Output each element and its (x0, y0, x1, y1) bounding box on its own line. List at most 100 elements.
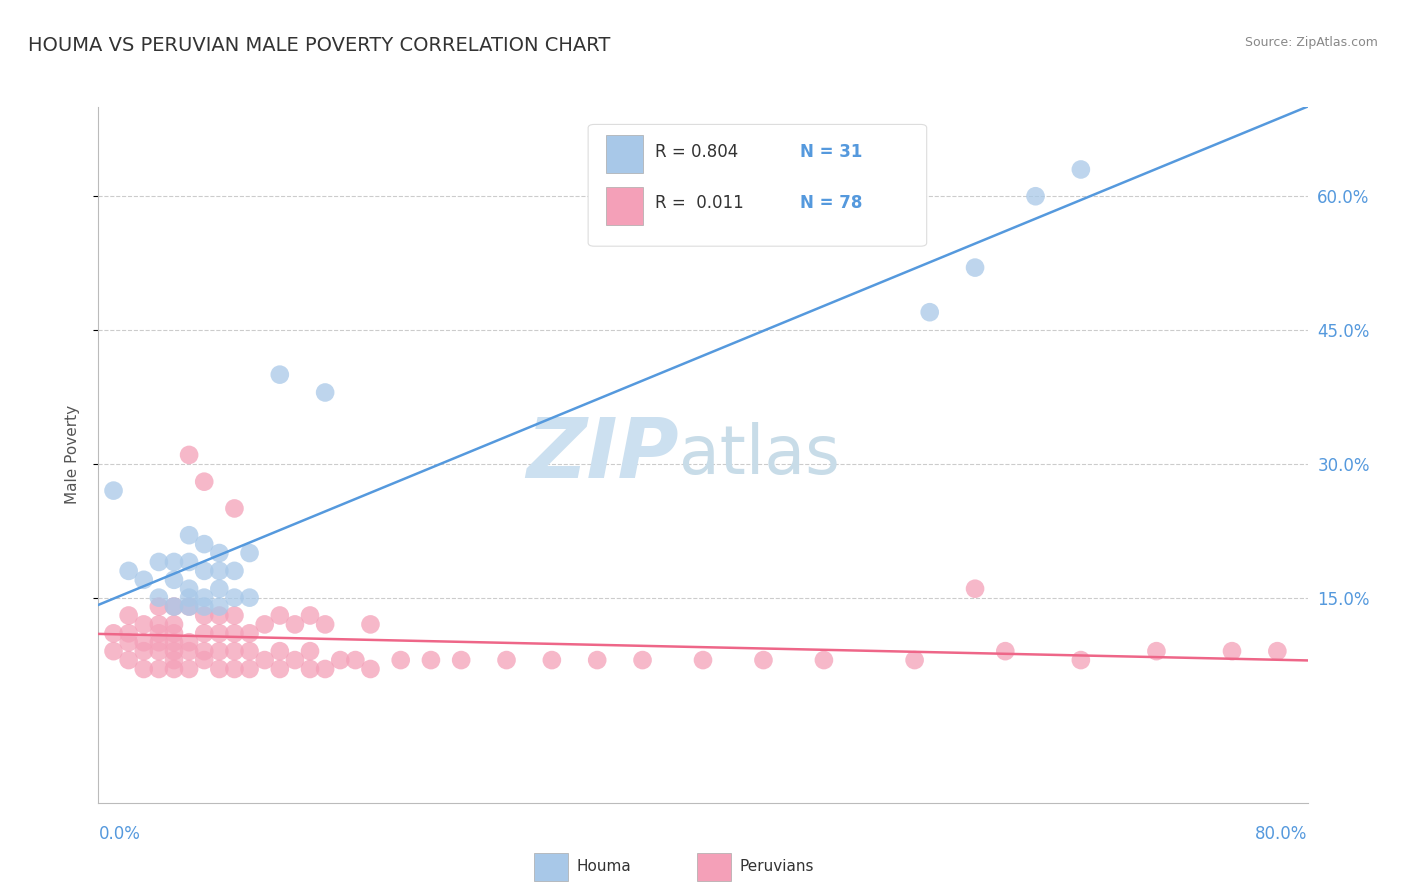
Point (965, 582, 987, 596)
Point (179, 662, 201, 676)
Point (344, 653, 367, 667)
Point (253, 617, 276, 632)
Point (360, 662, 382, 676)
Point (269, 662, 291, 676)
Point (208, 626, 231, 640)
Point (193, 644, 215, 658)
Point (1144, 644, 1167, 658)
Point (103, 483, 125, 498)
Point (224, 644, 246, 658)
Text: R =  0.011: R = 0.011 (655, 194, 744, 212)
Point (193, 626, 215, 640)
Text: 0.0%: 0.0% (98, 825, 141, 843)
Point (314, 617, 336, 632)
FancyBboxPatch shape (588, 124, 927, 246)
FancyBboxPatch shape (606, 187, 643, 226)
Point (269, 608, 291, 623)
Point (208, 599, 231, 614)
Point (193, 608, 215, 623)
Point (163, 635, 186, 649)
Point (224, 662, 246, 676)
Point (179, 591, 201, 605)
Point (994, 644, 1017, 658)
Point (495, 653, 517, 667)
Point (314, 662, 336, 676)
Point (148, 635, 170, 649)
Point (224, 591, 246, 605)
Point (239, 626, 262, 640)
Point (1024, 189, 1046, 203)
Point (1070, 162, 1092, 177)
Point (118, 653, 141, 667)
Point (163, 653, 186, 667)
Point (193, 591, 215, 605)
Point (389, 653, 412, 667)
Point (163, 555, 186, 569)
Point (239, 662, 262, 676)
Text: N = 78: N = 78 (800, 194, 862, 212)
Point (586, 653, 609, 667)
Point (208, 546, 231, 560)
Point (450, 653, 472, 667)
Point (269, 368, 291, 382)
Point (179, 582, 201, 596)
Point (148, 591, 170, 605)
Point (103, 644, 125, 658)
Point (208, 644, 231, 658)
Point (148, 599, 170, 614)
Point (239, 644, 262, 658)
Text: Houma: Houma (576, 859, 631, 874)
Point (1267, 644, 1289, 658)
Point (329, 653, 352, 667)
Point (163, 599, 186, 614)
Point (692, 653, 714, 667)
Point (179, 448, 201, 462)
Point (631, 653, 654, 667)
Text: Peruvians: Peruvians (740, 859, 814, 874)
Point (224, 501, 246, 516)
Point (118, 626, 141, 640)
Point (314, 385, 336, 400)
Point (299, 644, 322, 658)
Point (284, 653, 307, 667)
Text: 80.0%: 80.0% (1256, 825, 1308, 843)
Point (132, 644, 155, 658)
Y-axis label: Male Poverty: Male Poverty (65, 405, 80, 505)
Point (904, 653, 927, 667)
Point (208, 564, 231, 578)
Point (103, 626, 125, 640)
Text: atlas: atlas (679, 422, 839, 488)
Point (208, 582, 231, 596)
Point (148, 555, 170, 569)
Point (224, 564, 246, 578)
Text: R = 0.804: R = 0.804 (655, 144, 738, 161)
Point (163, 573, 186, 587)
Point (918, 305, 941, 319)
Text: Source: ZipAtlas.com: Source: ZipAtlas.com (1244, 36, 1378, 49)
Text: N = 31: N = 31 (800, 144, 862, 161)
Point (299, 608, 322, 623)
Point (813, 653, 835, 667)
Point (193, 475, 215, 489)
Point (148, 617, 170, 632)
Point (208, 608, 231, 623)
Point (132, 573, 155, 587)
Point (118, 608, 141, 623)
Point (193, 537, 215, 551)
Point (752, 653, 775, 667)
Point (193, 599, 215, 614)
Point (163, 599, 186, 614)
Point (208, 662, 231, 676)
Point (269, 644, 291, 658)
Point (163, 626, 186, 640)
Point (360, 617, 382, 632)
Point (224, 608, 246, 623)
Point (253, 653, 276, 667)
Point (179, 599, 201, 614)
Text: HOUMA VS PERUVIAN MALE POVERTY CORRELATION CHART: HOUMA VS PERUVIAN MALE POVERTY CORRELATI… (28, 36, 610, 54)
Point (179, 555, 201, 569)
Point (163, 644, 186, 658)
Point (132, 635, 155, 649)
FancyBboxPatch shape (606, 135, 643, 173)
Point (1070, 653, 1092, 667)
